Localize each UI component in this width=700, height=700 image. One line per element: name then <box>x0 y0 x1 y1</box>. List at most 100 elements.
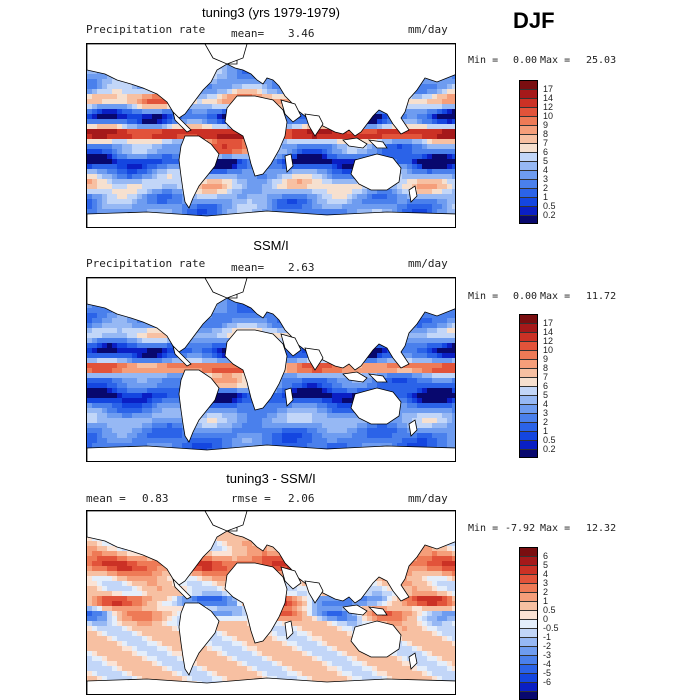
colorbar-frame <box>519 314 538 458</box>
panel1-mean-value: 3.46 <box>288 27 315 40</box>
colorbar-tick-label: 7 <box>543 372 549 382</box>
colorbar-cell <box>519 125 538 134</box>
continent-outline <box>87 278 455 371</box>
continent-outline <box>367 606 388 616</box>
colorbar-tick-label: 14 <box>543 327 554 337</box>
continent-outline <box>87 511 455 604</box>
colorbar-tick-label: 5 <box>543 390 549 400</box>
colorbar-tick-label: -1 <box>543 632 552 642</box>
colorbar-tick-label: 0.2 <box>543 444 556 454</box>
colorbar-tick-label: 9 <box>543 120 549 130</box>
colorbar-cell <box>519 215 538 224</box>
colorbar-cell <box>519 655 538 664</box>
colorbar-tick-label: 10 <box>543 111 554 121</box>
colorbar-tick-label: 6 <box>543 381 549 391</box>
colorbar-tick-label: 14 <box>543 93 554 103</box>
continent-outline <box>342 604 368 616</box>
season-label: DJF <box>513 8 555 33</box>
continent-outline <box>224 95 288 177</box>
colorbar-cell <box>519 637 538 646</box>
continent-outline <box>178 369 220 443</box>
colorbar-cell <box>519 395 538 404</box>
continent-outline <box>87 677 455 694</box>
colorbar-tick-label: -2 <box>543 641 552 651</box>
panel1-title: tuning3 (yrs 1979-1979) <box>201 5 341 20</box>
map-field <box>87 278 455 461</box>
continent-outline <box>304 347 324 371</box>
colorbar-cell <box>519 323 538 332</box>
panel2-max-value: 11.72 <box>586 291 617 302</box>
continent-outline <box>87 44 238 119</box>
colorbar-tick-label: 1 <box>543 426 549 436</box>
panel3-max-label: Max = <box>540 523 571 534</box>
map-field <box>87 44 455 227</box>
colorbar-tick-label: 12 <box>543 102 554 112</box>
continent-outline <box>204 44 248 65</box>
continent-outline <box>367 139 388 149</box>
panel3-units: mm/day <box>408 492 448 505</box>
colorbar-cell <box>519 404 538 413</box>
colorbar-tick-label: 12 <box>543 336 554 346</box>
colorbar-tick-label: 4 <box>543 569 549 579</box>
continent-outline <box>350 153 402 191</box>
colorbar-tick-label: 4 <box>543 165 549 175</box>
continent-outline <box>172 344 192 367</box>
colorbar-cell <box>519 152 538 161</box>
panel2-min-label: Min = <box>468 291 499 302</box>
continent-outline <box>280 333 302 357</box>
colorbar-tick-label: 8 <box>543 129 549 139</box>
colorbar-cell <box>519 161 538 170</box>
panel2-map <box>86 277 456 462</box>
continent-outline <box>172 577 192 600</box>
colorbar-tick-label: 9 <box>543 354 549 364</box>
panel1-map <box>86 43 456 228</box>
colorbar-tick-label: 3 <box>543 174 549 184</box>
continent-outline <box>87 44 455 137</box>
colorbar-tick-label: 0.5 <box>543 605 556 615</box>
colorbar-cell <box>519 583 538 592</box>
continent-outline <box>87 511 238 586</box>
panel1-mean-label: mean= <box>231 27 265 40</box>
continent-outline <box>408 652 418 670</box>
colorbar-cell <box>519 386 538 395</box>
colorbar-cell <box>519 422 538 431</box>
colorbar-tick-label: -0.5 <box>543 623 559 633</box>
colorbar-cell <box>519 628 538 637</box>
continent-outline <box>87 278 238 353</box>
colorbar-tick-label: 8 <box>543 363 549 373</box>
colorbar-cell <box>519 610 538 619</box>
panel3-mean-value: 0.83 <box>142 492 169 505</box>
colorbar-cell <box>519 574 538 583</box>
colorbar-cell <box>519 682 538 691</box>
colorbar-tick-label: 6 <box>543 551 549 561</box>
continent-outline <box>204 278 248 299</box>
colorbar-tick-label: 3 <box>543 408 549 418</box>
colorbar-tick-label: -6 <box>543 677 552 687</box>
colorbar-cell <box>519 350 538 359</box>
colorbar-tick-label: 5 <box>543 156 549 166</box>
panel2-units: mm/day <box>408 257 448 270</box>
panel2-mean-value: 2.63 <box>288 261 315 274</box>
colorbar-cell <box>519 673 538 682</box>
panel1-max-label: Max = <box>540 55 571 66</box>
continent-outline <box>178 135 220 209</box>
colorbar-cell <box>519 646 538 655</box>
colorbar-cell <box>519 601 538 610</box>
colorbar-cell <box>519 188 538 197</box>
colorbar-tick-label: -4 <box>543 659 552 669</box>
colorbar-cell <box>519 565 538 574</box>
continent-outline <box>284 620 294 640</box>
colorbar-cell <box>519 197 538 206</box>
continent-outline <box>342 137 368 149</box>
colorbar-cell <box>519 413 538 422</box>
colorbar-tick-label: 10 <box>543 345 554 355</box>
panel3-map <box>86 510 456 695</box>
continent-outline <box>172 110 192 133</box>
continent-outline <box>178 602 220 676</box>
panel3-mean-label: mean = <box>86 492 126 505</box>
colorbar-tick-label: 7 <box>543 138 549 148</box>
continent-outline <box>304 580 324 604</box>
panel3-max-value: 12.32 <box>586 523 617 534</box>
colorbar-tick-label: -3 <box>543 650 552 660</box>
colorbar-cell <box>519 179 538 188</box>
